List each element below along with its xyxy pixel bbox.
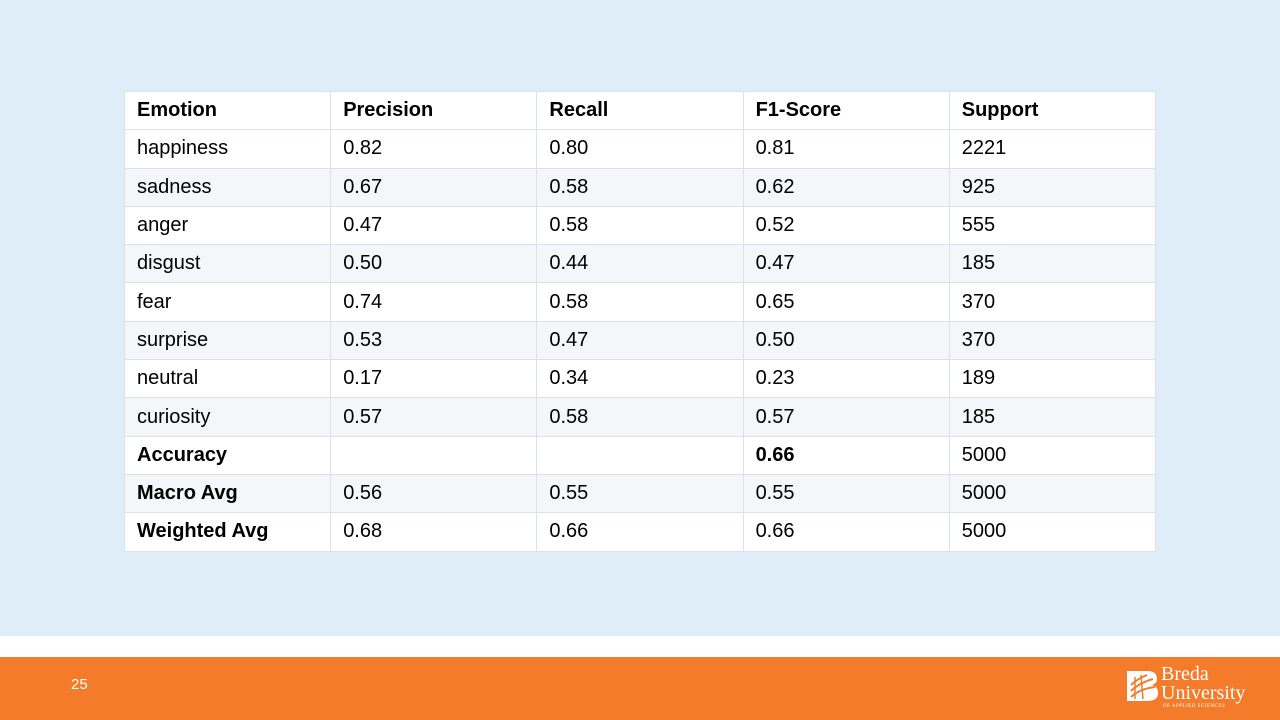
logo-line-breda: Breda bbox=[1161, 663, 1209, 685]
table-row: fear 0.74 0.58 0.65 370 bbox=[123, 282, 1157, 322]
table-row: happiness 0.82 0.80 0.81 2221 bbox=[123, 129, 1157, 169]
cell-emotion: curiosity bbox=[123, 397, 332, 437]
cell-f1-score: 0.66 bbox=[742, 435, 950, 475]
table-row: sadness 0.67 0.58 0.62 925 bbox=[123, 167, 1157, 207]
cell-precision: 0.74 bbox=[330, 282, 538, 322]
cell-recall: 0.58 bbox=[536, 167, 744, 207]
cell-f1-score: 0.62 bbox=[742, 167, 950, 207]
logo-mark-icon bbox=[1127, 671, 1158, 701]
cell-support: 370 bbox=[948, 320, 1157, 361]
header-emotion: Emotion bbox=[123, 90, 332, 131]
cell-emotion: sadness bbox=[123, 167, 332, 207]
cell-emotion: surprise bbox=[123, 320, 332, 361]
cell-f1-score: 0.55 bbox=[742, 473, 950, 514]
cell-precision: 0.57 bbox=[330, 397, 538, 437]
cell-precision: 0.53 bbox=[330, 320, 538, 361]
cell-recall: 0.58 bbox=[536, 282, 744, 322]
university-logo: Breda University OF APPLIED SCIENCES bbox=[1125, 663, 1265, 713]
cell-metric-label: Accuracy bbox=[123, 435, 332, 475]
classification-report-table: Emotion Precision Recall F1-Score Suppor… bbox=[123, 90, 1157, 552]
cell-emotion: fear bbox=[123, 282, 332, 322]
cell-f1-score: 0.66 bbox=[742, 512, 950, 552]
cell-precision: 0.68 bbox=[330, 512, 538, 552]
logo-line-university: University bbox=[1161, 682, 1246, 704]
cell-f1-score: 0.23 bbox=[742, 359, 950, 399]
cell-support: 2221 bbox=[948, 129, 1157, 169]
cell-emotion: neutral bbox=[123, 359, 332, 399]
cell-f1-score: 0.50 bbox=[742, 320, 950, 361]
cell-recall: 0.80 bbox=[536, 129, 744, 169]
header-support: Support bbox=[948, 90, 1157, 131]
header-recall: Recall bbox=[536, 90, 744, 131]
header-precision: Precision bbox=[330, 90, 538, 131]
cell-recall: 0.34 bbox=[536, 359, 744, 399]
cell-support: 5000 bbox=[948, 512, 1157, 552]
cell-f1-score: 0.52 bbox=[742, 205, 950, 246]
cell-support: 5000 bbox=[948, 473, 1157, 514]
cell-f1-score: 0.65 bbox=[742, 282, 950, 322]
cell-precision: 0.17 bbox=[330, 359, 538, 399]
table-row: curiosity 0.57 0.58 0.57 185 bbox=[123, 397, 1157, 437]
cell-recall: 0.66 bbox=[536, 512, 744, 552]
cell-emotion: disgust bbox=[123, 244, 332, 284]
cell-recall bbox=[536, 435, 744, 475]
logo-wordmark: Breda University OF APPLIED SCIENCES bbox=[1161, 663, 1246, 711]
table-row: disgust 0.50 0.44 0.47 185 bbox=[123, 244, 1157, 284]
footer-separator bbox=[0, 636, 1280, 657]
cell-precision: 0.47 bbox=[330, 205, 538, 246]
header-f1-score: F1-Score bbox=[742, 90, 950, 131]
cell-emotion: anger bbox=[123, 205, 332, 246]
cell-precision: 0.82 bbox=[330, 129, 538, 169]
table-header-row: Emotion Precision Recall F1-Score Suppor… bbox=[123, 90, 1157, 131]
table-row: anger 0.47 0.58 0.52 555 bbox=[123, 205, 1157, 246]
table-row: neutral 0.17 0.34 0.23 189 bbox=[123, 359, 1157, 399]
cell-support: 189 bbox=[948, 359, 1157, 399]
cell-precision bbox=[330, 435, 538, 475]
cell-f1-score: 0.57 bbox=[742, 397, 950, 437]
cell-support: 185 bbox=[948, 244, 1157, 284]
cell-recall: 0.58 bbox=[536, 205, 744, 246]
cell-support: 185 bbox=[948, 397, 1157, 437]
cell-recall: 0.47 bbox=[536, 320, 744, 361]
cell-f1-score: 0.81 bbox=[742, 129, 950, 169]
cell-metric-label: Macro Avg bbox=[123, 473, 332, 514]
cell-recall: 0.44 bbox=[536, 244, 744, 284]
cell-recall: 0.58 bbox=[536, 397, 744, 437]
page-number: 25 bbox=[71, 676, 88, 693]
cell-f1-score: 0.47 bbox=[742, 244, 950, 284]
cell-precision: 0.56 bbox=[330, 473, 538, 514]
cell-support: 5000 bbox=[948, 435, 1157, 475]
slide-footer: 25 Breda University OF APPLIED SCIENCES bbox=[0, 657, 1280, 720]
cell-precision: 0.67 bbox=[330, 167, 538, 207]
logo-line-applied-sciences: OF APPLIED SCIENCES bbox=[1163, 704, 1226, 709]
cell-metric-label: Weighted Avg bbox=[123, 512, 332, 552]
table-row-macro-avg: Macro Avg 0.56 0.55 0.55 5000 bbox=[123, 473, 1157, 514]
cell-support: 555 bbox=[948, 205, 1157, 246]
table-row: surprise 0.53 0.47 0.50 370 bbox=[123, 320, 1157, 361]
cell-support: 925 bbox=[948, 167, 1157, 207]
cell-emotion: happiness bbox=[123, 129, 332, 169]
table-row-accuracy: Accuracy 0.66 5000 bbox=[123, 435, 1157, 475]
table-row-weighted-avg: Weighted Avg 0.68 0.66 0.66 5000 bbox=[123, 512, 1157, 552]
cell-support: 370 bbox=[948, 282, 1157, 322]
cell-recall: 0.55 bbox=[536, 473, 744, 514]
cell-precision: 0.50 bbox=[330, 244, 538, 284]
